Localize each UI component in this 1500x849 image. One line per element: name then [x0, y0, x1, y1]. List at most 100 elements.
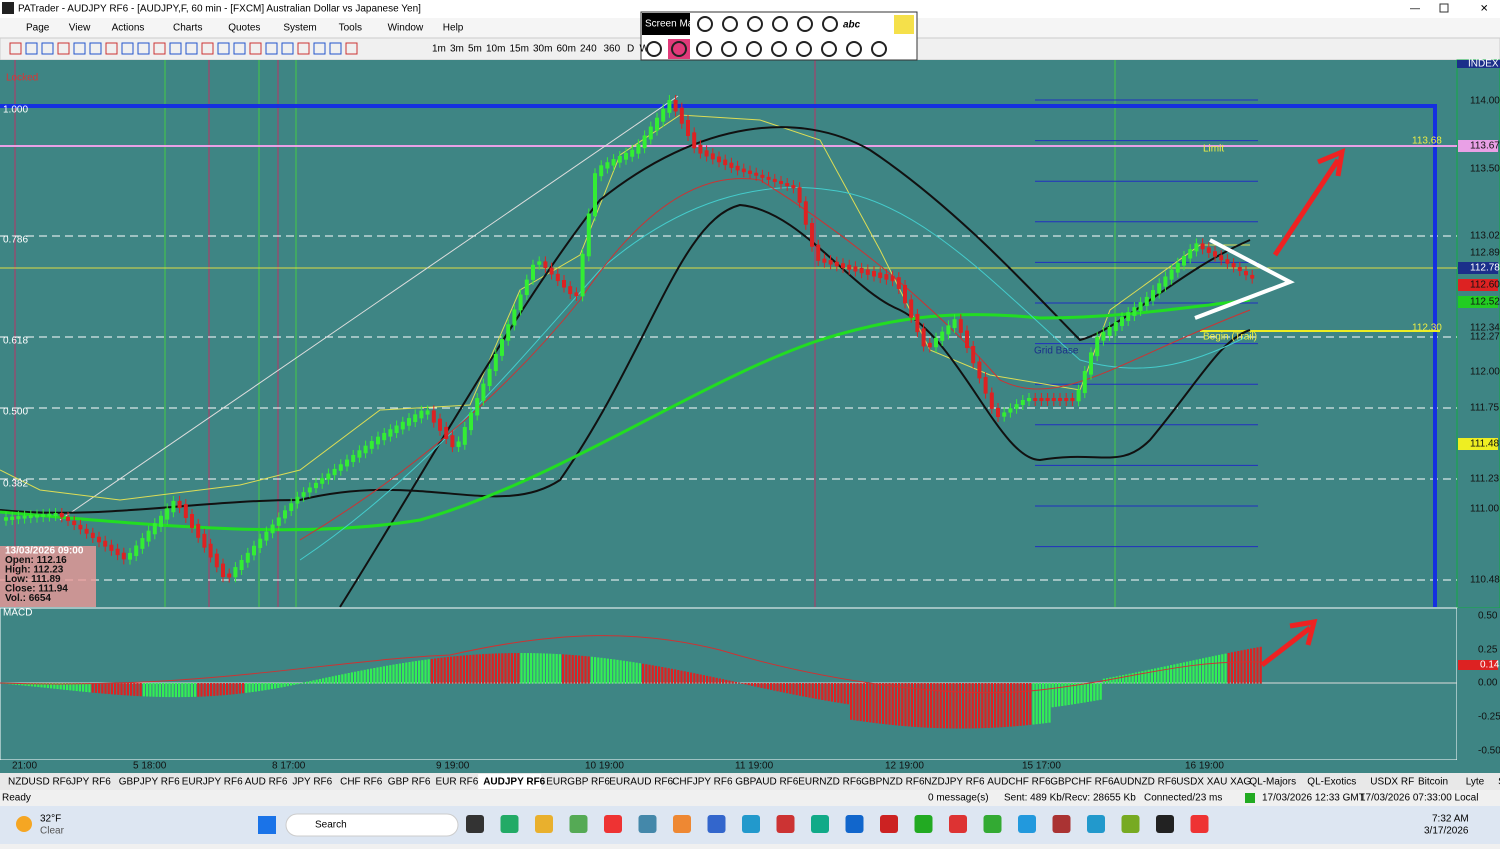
timeframe-button[interactable]: 30m — [533, 44, 552, 55]
tab[interactable]: SP500 4 — [1498, 777, 1500, 788]
app-icon[interactable] — [949, 815, 967, 833]
tab[interactable]: NZDUSD RF6 — [8, 777, 72, 788]
timeframe-button[interactable]: 240 — [580, 44, 597, 55]
tab[interactable]: AUD RF6 — [245, 777, 288, 788]
tool-icon[interactable] — [25, 42, 38, 55]
maximize[interactable] — [1439, 3, 1449, 13]
app-icon[interactable] — [983, 815, 1002, 833]
app-icon[interactable] — [776, 815, 795, 833]
tab[interactable]: AUDCHF RF6 — [987, 777, 1051, 788]
tab[interactable]: GBP RF6 — [388, 777, 431, 788]
app-icon[interactable] — [673, 815, 691, 833]
tab[interactable]: GBPNZD RF6 — [861, 777, 925, 788]
tab[interactable]: EURAUD RF6 — [609, 777, 673, 788]
menu-item[interactable]: Window — [388, 23, 424, 34]
tab[interactable]: Lyte — [1466, 777, 1485, 788]
recorder-tool[interactable] — [671, 41, 687, 57]
app-icon[interactable] — [914, 815, 933, 833]
timeframe-button[interactable]: 60m — [557, 44, 576, 55]
tool-icon[interactable] — [313, 42, 326, 55]
marker-tool[interactable] — [697, 16, 713, 32]
tab[interactable]: EUR RF6 — [436, 777, 479, 788]
tab[interactable]: NZDJPY RF6 — [924, 777, 985, 788]
app-icon[interactable] — [604, 815, 622, 833]
timeframe-button[interactable]: 5m — [468, 44, 482, 55]
tab[interactable]: EURGBP RF6 — [546, 777, 610, 788]
tool-icon[interactable] — [89, 42, 102, 55]
tab[interactable]: GBPJPY RF6 — [119, 777, 180, 788]
recorder-tool[interactable] — [871, 41, 887, 57]
timeframe-button[interactable]: 1m — [432, 44, 446, 55]
close[interactable]: ✕ — [1480, 4, 1488, 15]
app-icon[interactable] — [811, 815, 829, 833]
menu-item[interactable]: Charts — [173, 23, 202, 34]
app-icon[interactable] — [742, 815, 760, 833]
recorder-tool[interactable] — [646, 41, 662, 57]
app-icon[interactable] — [880, 815, 898, 833]
tab[interactable]: JPY RF6 — [292, 777, 332, 788]
tab[interactable]: USDX RF — [1370, 777, 1414, 788]
marker-tool[interactable] — [772, 16, 788, 32]
color-swatch[interactable] — [894, 15, 914, 34]
app-icon[interactable] — [1156, 815, 1174, 833]
tool-icon[interactable] — [217, 42, 230, 55]
tool-icon[interactable] — [137, 42, 150, 55]
timeframe-button[interactable]: 15m — [510, 44, 529, 55]
menu-item[interactable]: Help — [443, 23, 464, 34]
recorder-tool[interactable] — [746, 41, 762, 57]
marker-tool[interactable] — [822, 16, 838, 32]
recorder-tool[interactable] — [771, 41, 787, 57]
app-icon[interactable] — [1018, 815, 1036, 833]
timeframe-button[interactable]: D — [627, 44, 634, 55]
tool-icon[interactable] — [249, 42, 262, 55]
menu-item[interactable]: Page — [26, 23, 50, 34]
app-icon[interactable] — [569, 815, 588, 833]
timeframe-button[interactable]: W — [640, 44, 650, 55]
app-icon[interactable] — [1190, 815, 1209, 833]
minimize[interactable]: — — [1410, 4, 1420, 15]
tool-icon[interactable] — [185, 42, 198, 55]
app-icon[interactable] — [707, 815, 726, 833]
recorder-tool[interactable] — [696, 41, 712, 57]
search-box[interactable] — [285, 813, 459, 837]
tool-icon[interactable] — [297, 42, 310, 55]
tab[interactable]: GBPCHF RF6 — [1050, 777, 1114, 788]
tab[interactable]: QL-Majors — [1249, 777, 1296, 788]
menu-item[interactable]: Actions — [112, 23, 145, 34]
marker-tool[interactable] — [797, 16, 813, 32]
tool-icon[interactable] — [73, 42, 86, 55]
menu-item[interactable]: Tools — [339, 23, 362, 34]
tab[interactable]: JPY RF6 — [71, 777, 111, 788]
tool-icon[interactable] — [57, 42, 70, 55]
recorder-tool[interactable] — [796, 41, 812, 57]
app-icon[interactable] — [1087, 815, 1105, 833]
tool-icon[interactable] — [41, 42, 54, 55]
app-icon[interactable] — [1121, 815, 1140, 833]
menu-item[interactable]: Quotes — [228, 23, 260, 34]
tool-icon[interactable] — [281, 42, 294, 55]
menu-item[interactable]: View — [69, 23, 91, 34]
tool-icon[interactable] — [329, 42, 342, 55]
tab[interactable]: CHF RF6 — [340, 777, 383, 788]
tool-icon[interactable] — [9, 42, 22, 55]
tool-icon[interactable] — [121, 42, 134, 55]
tab[interactable]: QL-Exotics — [1307, 777, 1356, 788]
recorder-tool[interactable] — [846, 41, 862, 57]
search-label[interactable]: Search — [315, 820, 347, 831]
tab[interactable]: USDX XAU XAG — [1176, 777, 1251, 788]
app-icon[interactable] — [466, 815, 484, 833]
marker-tool[interactable] — [722, 16, 738, 32]
tool-icon[interactable] — [153, 42, 166, 55]
app-icon[interactable] — [638, 815, 657, 833]
marker-tool[interactable] — [747, 16, 763, 32]
text-tool[interactable]: abc — [843, 20, 861, 31]
tool-icon[interactable] — [233, 42, 246, 55]
start-button[interactable] — [258, 816, 276, 834]
app-icon[interactable] — [535, 815, 553, 833]
tab[interactable]: EURJPY RF6 — [182, 777, 243, 788]
recorder-tool[interactable] — [721, 41, 737, 57]
app-icon[interactable] — [845, 815, 864, 833]
tab[interactable]: AUDJPY RF6 — [483, 777, 545, 788]
recorder-tool[interactable] — [821, 41, 837, 57]
tab[interactable]: EURNZD RF6 — [798, 777, 862, 788]
